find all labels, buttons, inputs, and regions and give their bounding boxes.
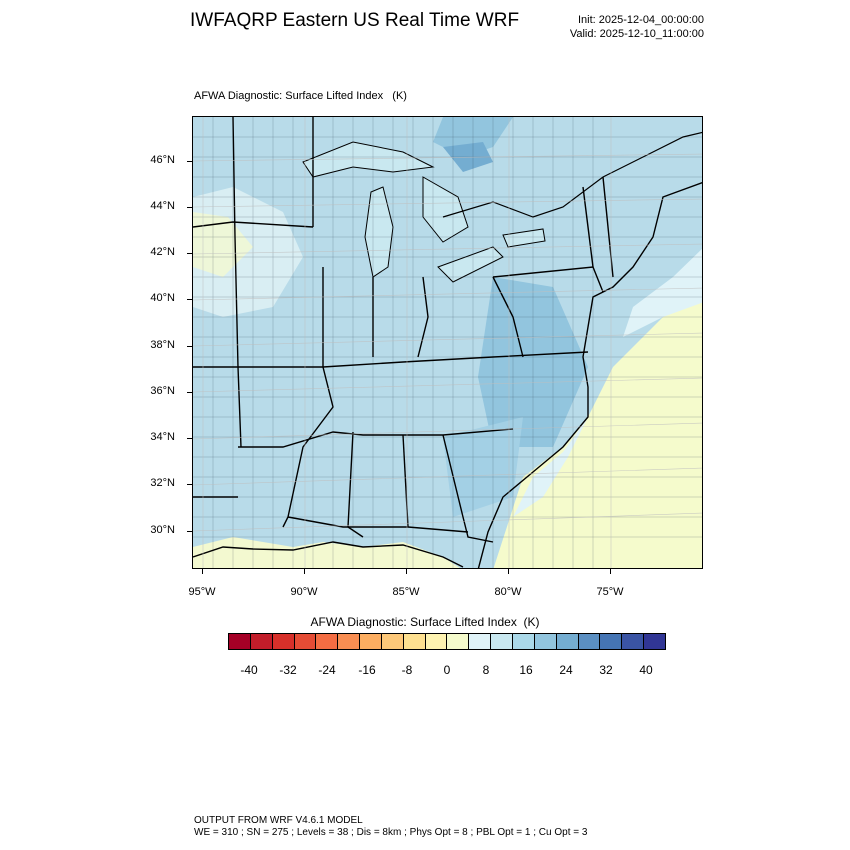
lat-label: 42°N [150, 246, 175, 258]
colorbar-swatch [360, 634, 382, 649]
colorbar-swatch [381, 634, 404, 649]
colorbar-swatch [447, 634, 470, 649]
valid-time: Valid: 2025-12-10_11:00:00 [569, 28, 704, 40]
colorbar-swatch [578, 634, 601, 649]
colorbar-label: 16 [519, 663, 533, 677]
colorbar [228, 633, 666, 650]
lat-label: 30°N [150, 524, 175, 536]
dark-field-southeast [443, 417, 523, 517]
plot-title: AFWA Diagnostic: Surface Lifted Index (K… [194, 90, 407, 102]
lat-tick [187, 299, 192, 300]
colorbar-swatch [425, 634, 448, 649]
lat-label: 32°N [150, 477, 175, 489]
init-valid-times: Init: 2025-12-04_00:00:00 Valid: 2025-12… [540, 13, 704, 41]
lat-label: 38°N [150, 339, 175, 351]
lat-tick [187, 531, 192, 532]
lat-label: 44°N [150, 200, 175, 212]
colorbar-swatch [316, 634, 339, 649]
colorbar-swatch [272, 634, 295, 649]
colorbar-label: 8 [482, 663, 490, 677]
lon-tick [610, 569, 611, 574]
colorbar-swatch [622, 634, 645, 649]
lon-tick [304, 569, 305, 574]
model-info-footer: OUTPUT FROM WRF V4.6.1 MODEL WE = 310 ; … [194, 815, 587, 839]
gulf-coastline [193, 541, 464, 568]
colorbar-swatch [600, 634, 623, 649]
colorbar-swatch [294, 634, 317, 649]
lon-label: 80°W [494, 586, 522, 598]
footer-line-2: WE = 310 ; SN = 275 ; Levels = 38 ; Dis … [194, 827, 588, 838]
lat-tick [187, 161, 192, 162]
lat-label: 46°N [150, 154, 175, 166]
lon-tick [406, 569, 407, 574]
lat-tick [187, 253, 192, 254]
colorbar-swatch [534, 634, 557, 649]
colorbar-label: -32 [279, 663, 297, 677]
colorbar-label: -40 [240, 663, 258, 677]
colorbar-label: 32 [599, 663, 613, 677]
colorbar-swatch [469, 634, 492, 649]
map-panel [192, 116, 703, 569]
pale-field-west [193, 212, 253, 277]
colorbar-swatch [229, 634, 251, 649]
colorbar-label: -16 [358, 663, 376, 677]
colorbar-label: 0 [443, 663, 451, 677]
colorbar-swatch [644, 634, 665, 649]
lon-tick [202, 569, 203, 574]
colorbar-title: AFWA Diagnostic: Surface Lifted Index (K… [310, 615, 540, 629]
footer-line-1: OUTPUT FROM WRF V4.6.1 MODEL [194, 815, 363, 826]
graticule [193, 117, 702, 568]
lat-tick [187, 438, 192, 439]
map-field [193, 117, 702, 568]
lake-ontario [502, 228, 546, 248]
lon-label: 95°W [188, 586, 216, 598]
init-time: Init: 2025-12-04_00:00:00 [578, 14, 704, 26]
colorbar-swatch [250, 634, 273, 649]
colorbar-label: -24 [318, 663, 336, 677]
lat-label: 34°N [150, 431, 175, 443]
lat-label: 36°N [150, 385, 175, 397]
atlantic-coastline [477, 181, 702, 568]
lat-label: 40°N [150, 292, 175, 304]
lat-tick [187, 346, 192, 347]
lon-label: 75°W [596, 586, 624, 598]
lat-tick [187, 207, 192, 208]
coastal-transition [513, 417, 588, 517]
main-title: IWFAQRP Eastern US Real Time WRF [190, 10, 520, 31]
colorbar-label: 24 [559, 663, 573, 677]
gulf-field [193, 537, 460, 568]
colorbar-swatch [556, 634, 579, 649]
lon-tick [508, 569, 509, 574]
colorbar-swatch [338, 634, 361, 649]
lat-tick [187, 392, 192, 393]
colorbar-swatch [403, 634, 426, 649]
colorbar-label: 40 [639, 663, 653, 677]
colorbar-label: -8 [401, 663, 413, 677]
colorbar-swatch [512, 634, 535, 649]
ocean-transition [623, 248, 702, 337]
lake-huron [422, 176, 469, 243]
lon-label: 90°W [290, 586, 318, 598]
lon-label: 85°W [392, 586, 420, 598]
lat-tick [187, 484, 192, 485]
state-boundaries [193, 117, 614, 543]
ocean-field [493, 297, 702, 568]
colorbar-swatch [491, 634, 513, 649]
canada-border [442, 131, 702, 218]
